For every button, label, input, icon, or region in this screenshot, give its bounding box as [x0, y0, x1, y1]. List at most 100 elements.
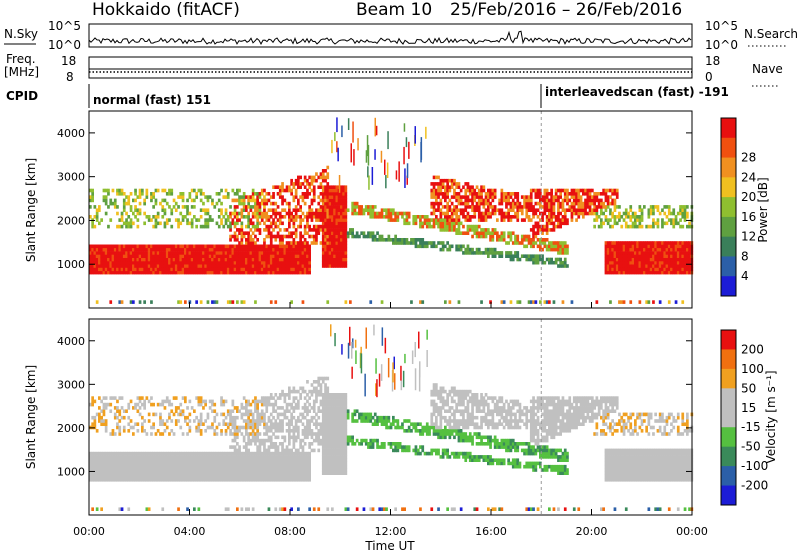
heatmap-cell: [234, 235, 237, 239]
heatmap-cell: [222, 403, 225, 407]
heatmap-cell: [123, 245, 126, 249]
heatmap-cell: [274, 268, 277, 272]
heatmap-cell: [107, 245, 110, 249]
heatmap-cell: [238, 264, 241, 268]
heatmap-cell: [629, 268, 632, 272]
heatmap-cell: [252, 422, 255, 426]
heatmap-cell: [247, 215, 250, 219]
heatmap-cell: [204, 471, 207, 475]
heatmap-cell: [189, 222, 192, 226]
heatmap-cell: [146, 245, 149, 249]
heatmap-cell: [442, 248, 445, 252]
heatmap-cell: [211, 248, 214, 252]
heatmap-cell: [462, 212, 465, 216]
heatmap-cell: [247, 231, 250, 235]
heatmap-cell: [198, 261, 201, 265]
heatmap-cell: [602, 222, 605, 226]
heatmap-cell: [139, 455, 142, 459]
heatmap-cell: [105, 261, 108, 265]
heatmap-cell: [684, 258, 687, 262]
heatmap-cell: [189, 478, 192, 482]
heatmap-cell: [293, 264, 296, 268]
heatmap-cell: [222, 458, 225, 462]
heatmap-cell: [245, 419, 248, 423]
heatmap-cell: [406, 238, 409, 242]
heatmap-cell: [326, 192, 329, 196]
heatmap-cell: [164, 258, 167, 262]
heatmap-cell: [186, 458, 189, 462]
heatmap-cell: [98, 475, 101, 479]
heatmap-cell: [274, 455, 277, 459]
heatmap-cell: [485, 202, 488, 206]
heatmap-cell: [159, 465, 162, 469]
heatmap-cell: [130, 458, 133, 462]
heatmap-cell: [168, 271, 171, 275]
heatmap-cell: [116, 422, 119, 426]
heatmap-cell: [288, 231, 291, 235]
heatmap-cell: [304, 231, 307, 235]
heatmap-cell: [241, 475, 244, 479]
heatmap-cell: [634, 222, 637, 226]
heatmap-cell: [274, 403, 277, 407]
heatmap-cell: [684, 264, 687, 268]
heatmap-cell: [473, 189, 476, 193]
heatmap-cell: [216, 251, 219, 255]
heatmap-cell: [222, 268, 225, 272]
heatmap-cell: [304, 261, 307, 265]
heatmap-cell: [94, 465, 97, 469]
heatmap-cell: [353, 149, 355, 166]
heatmap-cell: [270, 426, 273, 430]
heatmap-cell: [614, 222, 617, 226]
heatmap-cell: [193, 264, 196, 268]
heatmap-cell: [577, 212, 580, 216]
heatmap-cell: [381, 212, 384, 216]
heatmap-cell: [265, 432, 268, 436]
heatmap-cell: [218, 248, 221, 252]
heatmap-cell: [562, 300, 565, 304]
heatmap-cell: [116, 416, 119, 420]
heatmap-cell: [263, 199, 266, 203]
heatmap-cell: [306, 218, 309, 222]
heatmap-cell: [507, 195, 510, 199]
heatmap-cell: [211, 199, 214, 203]
heatmap-cell: [268, 452, 271, 456]
heatmap-cell: [322, 254, 325, 258]
heatmap-cell: [596, 192, 599, 196]
heatmap-cell: [270, 248, 273, 252]
heatmap-cell: [440, 182, 443, 186]
heatmap-cell: [510, 231, 513, 235]
heatmap-cell: [193, 455, 196, 459]
heatmap-cell: [94, 478, 97, 482]
heatmap-cell: [611, 212, 614, 216]
heatmap-cell: [143, 400, 146, 404]
heatmap-cell: [195, 195, 198, 199]
heatmap-cell: [559, 192, 562, 196]
heatmap-cell: [279, 426, 282, 430]
heatmap-cell: [666, 248, 669, 252]
heatmap-cell: [317, 202, 320, 206]
heatmap-cell: [164, 248, 167, 252]
heatmap-cell: [277, 416, 280, 420]
heatmap-cell: [166, 202, 169, 206]
heatmap-cell: [288, 218, 291, 222]
heatmap-cell: [476, 228, 479, 232]
heatmap-cell: [329, 231, 332, 235]
heatmap-cell: [141, 465, 144, 469]
heatmap-cell: [584, 212, 587, 216]
heatmap-cell: [256, 199, 259, 203]
heatmap-cell: [618, 271, 621, 275]
heatmap-cell: [227, 300, 230, 304]
heatmap-cell: [270, 442, 273, 446]
heatmap-cell: [532, 258, 535, 262]
heatmap-cell: [263, 478, 266, 482]
heatmap-cell: [483, 185, 486, 189]
heatmap-cell: [571, 192, 574, 196]
heatmap-cell: [146, 261, 149, 265]
heatmap-cell: [494, 248, 497, 252]
heatmap-cell: [290, 179, 293, 183]
heatmap-cell: [299, 251, 302, 255]
heatmap-cell: [141, 396, 144, 400]
heatmap-cell: [105, 478, 108, 482]
heatmap-cell: [345, 192, 348, 196]
heatmap-cell: [179, 458, 182, 462]
